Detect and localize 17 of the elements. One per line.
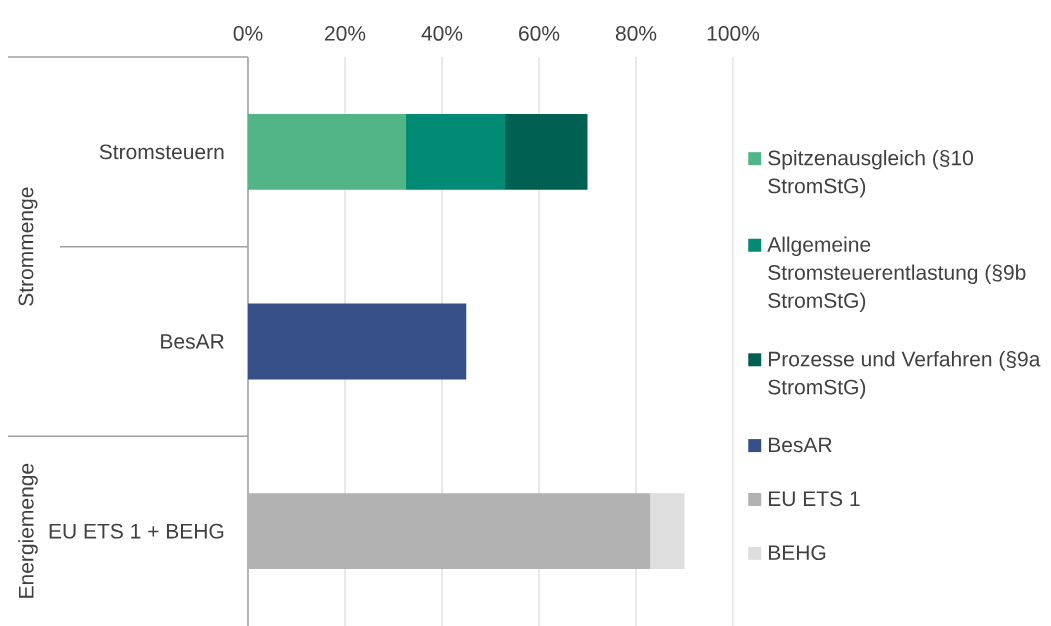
legend-label: Prozesse und Verfahren (§9a StromStG)	[768, 351, 1041, 399]
x-tick-label: 0%	[233, 25, 263, 41]
y-tick-label: Stromsteuern	[99, 144, 224, 160]
x-tick-label: 20%	[325, 25, 366, 41]
x-tick-label: 80%	[615, 25, 657, 41]
x-tick-label: 40%	[421, 25, 463, 41]
legend-label: Spitzenausgleich (§10 StromStG)	[768, 149, 973, 198]
x-tick-label: 60%	[519, 25, 560, 41]
legend-label: BEHG	[768, 545, 826, 561]
legend-label: Allgemeine Stromsteuerentlastung (§9b StromStG)	[767, 236, 1026, 313]
legend-label: BesAR	[768, 437, 832, 453]
text: Strommenge	[18, 187, 38, 306]
text: Energiemenge	[18, 463, 38, 598]
y-tick-label: EU ETS 1 + BEHG	[49, 523, 224, 539]
x-tick-label: 100%	[707, 25, 760, 41]
y-tick-label: BesAR	[161, 334, 224, 349]
legend-label: EU ETS 1	[768, 491, 860, 507]
